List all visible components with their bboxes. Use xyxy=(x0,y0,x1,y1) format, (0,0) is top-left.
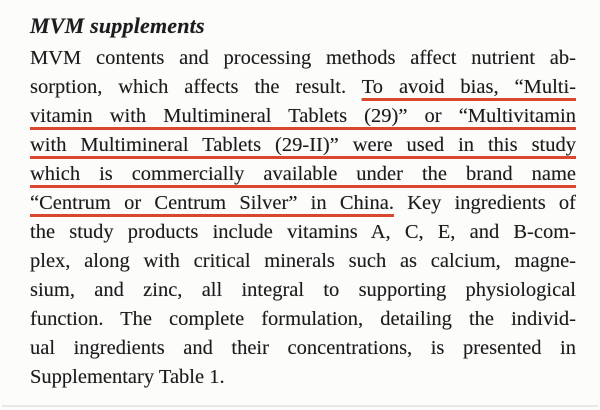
body-text: sorption, which affects the result. xyxy=(30,76,362,98)
body-text: MVM contents and processing methods affe… xyxy=(30,47,576,69)
text-line: vitamin with Multimineral Tablets (29)” … xyxy=(30,102,576,131)
text-line: “Centrum or Centrum Silver” in China. Ke… xyxy=(30,189,576,218)
text-line: the study products include vitamins A, C… xyxy=(30,218,576,247)
body-text: sium, and zinc, all integral to supporti… xyxy=(30,279,576,301)
text-line: ual ingredients and their concentrations… xyxy=(30,334,576,363)
body-text: the study products include vitamins A, C… xyxy=(30,221,576,243)
red-underlined-text: with Multimineral Tablets (29-II)” were … xyxy=(30,134,576,156)
body-text: Key ingredients of xyxy=(393,192,576,214)
red-underlined-text: To avoid bias, “Multi- xyxy=(361,76,576,98)
body-text: plex, along with critical minerals such … xyxy=(30,250,576,272)
body-text: Supplementary Table 1. xyxy=(30,366,225,388)
body-text: function. The complete formulation, deta… xyxy=(30,308,576,330)
text-line: function. The complete formulation, deta… xyxy=(30,305,576,334)
red-underlined-text: “Centrum or Centrum Silver” in China. xyxy=(30,192,394,214)
text-line: Supplementary Table 1. xyxy=(30,363,576,392)
paragraph: MVM contents and processing methods affe… xyxy=(30,44,576,392)
red-underlined-text: vitamin with Multimineral Tablets (29)” … xyxy=(30,105,576,127)
text-line: MVM contents and processing methods affe… xyxy=(30,44,576,73)
body-text: ual ingredients and their concentrations… xyxy=(30,337,576,359)
page-edge-line xyxy=(2,405,598,407)
text-line: sorption, which affects the result. To a… xyxy=(30,73,576,102)
text-line: sium, and zinc, all integral to supporti… xyxy=(30,276,576,305)
section-heading: MVM supplements xyxy=(30,13,205,38)
red-underlined-text: which is commercially available under th… xyxy=(30,163,576,185)
text-line: with Multimineral Tablets (29-II)” were … xyxy=(30,131,576,160)
text-line: plex, along with critical minerals such … xyxy=(30,247,576,276)
text-line: which is commercially available under th… xyxy=(30,160,576,189)
